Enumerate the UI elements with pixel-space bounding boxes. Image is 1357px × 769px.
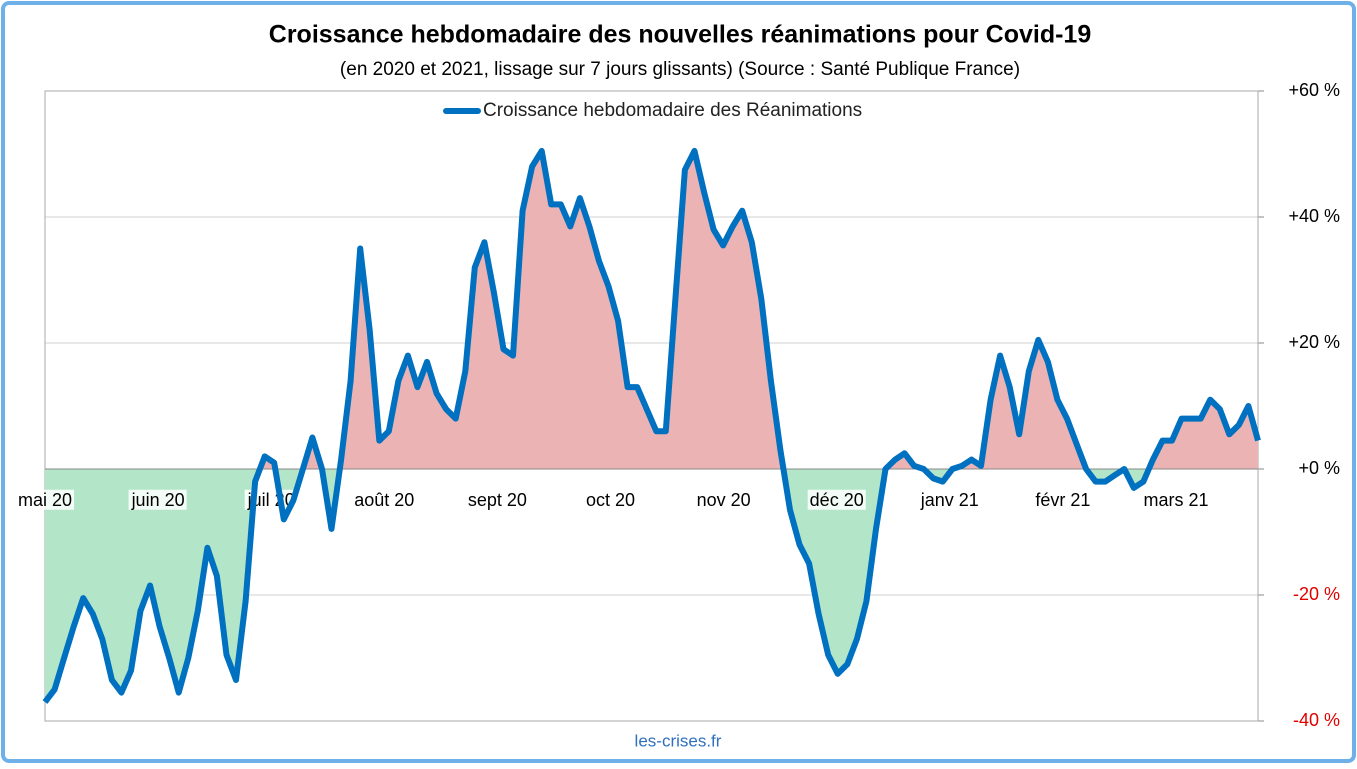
x-tick-label: nov 20: [697, 490, 751, 510]
y-tick-label: +60 %: [1288, 80, 1340, 100]
x-tick-label: sept 20: [468, 490, 527, 510]
y-tick-label: -20 %: [1293, 584, 1340, 604]
x-tick-label-bg: [583, 489, 638, 510]
x-tick-label: févr 21: [1035, 490, 1090, 510]
x-tick-label-bg: [917, 489, 981, 510]
x-tick-label-bg: [465, 489, 529, 510]
x-tick-label-bg: [807, 489, 866, 510]
y-tick-label: +40 %: [1288, 206, 1340, 226]
x-tick-label-bg: [352, 489, 417, 510]
x-tick-label: déc 20: [810, 490, 864, 510]
x-tick-label-bg: [1033, 489, 1093, 510]
x-tick-label-bg: [1141, 489, 1211, 510]
chart-subtitle: (en 2020 et 2021, lissage sur 7 jours gl…: [340, 59, 1020, 80]
x-tick-label: août 20: [354, 490, 414, 510]
x-tick-label: mai 20: [18, 490, 72, 510]
chart-title: Croissance hebdomadaire des nouvelles ré…: [269, 21, 1091, 49]
y-tick-label: +0 %: [1298, 458, 1340, 478]
y-tick-label: -40 %: [1293, 710, 1340, 730]
line: [42, 147, 1261, 704]
x-tick-label: juin 20: [131, 490, 185, 510]
x-tick-label-bg: [128, 489, 187, 510]
source: les-crises.fr: [635, 731, 722, 750]
x-tick-label-bg: [15, 489, 75, 510]
legend-label: Croissance hebdomadaire des Réanimations: [483, 100, 862, 121]
plot-border: [44, 90, 1259, 722]
x-tick-label: janv 21: [920, 490, 979, 510]
x-tick-label-bg: [694, 489, 753, 510]
x-tick-label: mars 21: [1143, 490, 1208, 510]
x-tick-label: oct 20: [586, 490, 635, 510]
y-tick-label: +20 %: [1288, 332, 1340, 352]
